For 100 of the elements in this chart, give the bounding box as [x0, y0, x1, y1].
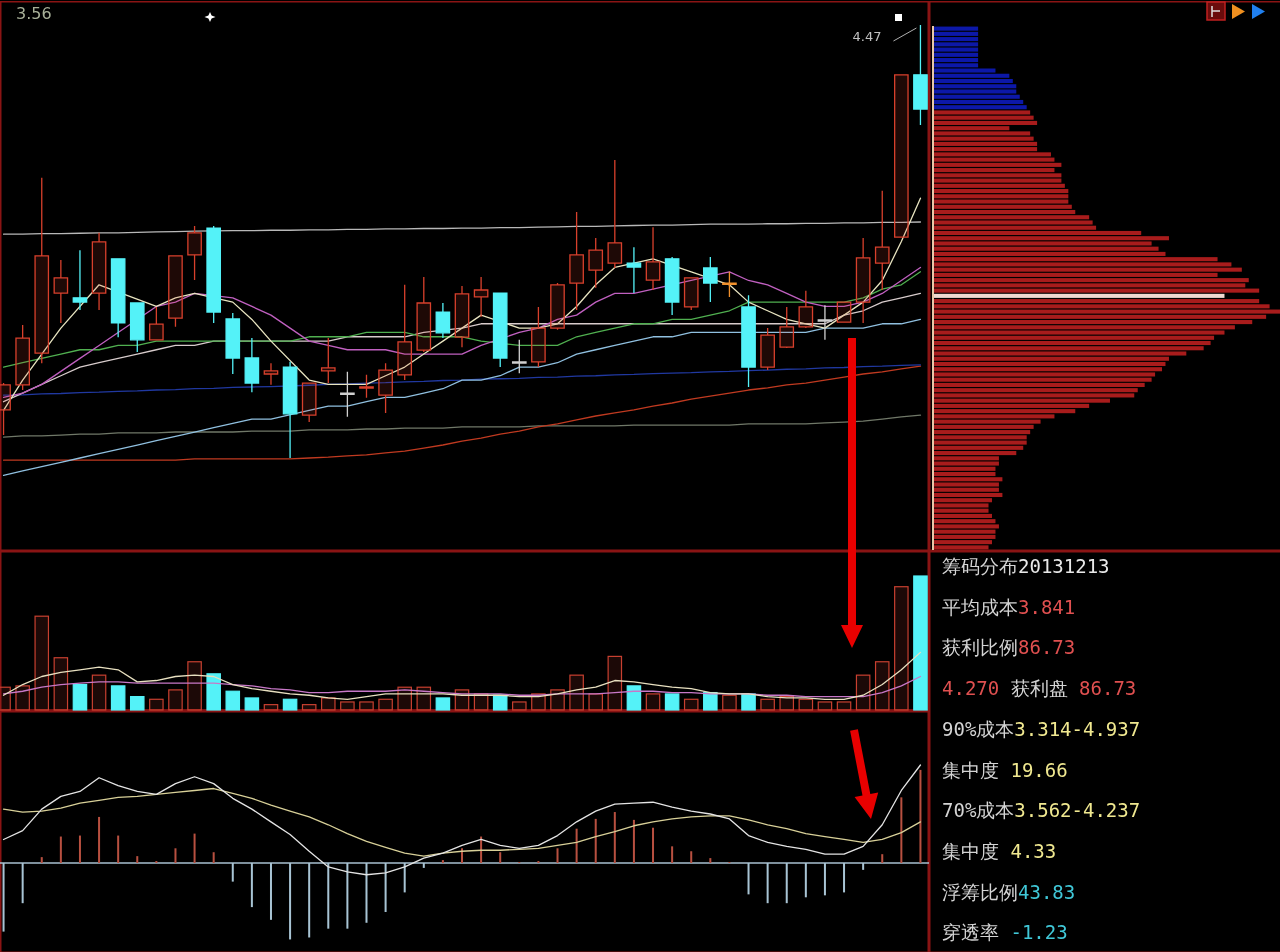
bar — [512, 701, 527, 711]
bar — [760, 698, 775, 711]
text: 90%成本3.314-4.937 — [942, 717, 1141, 740]
bar — [613, 812, 616, 863]
bar — [855, 674, 871, 711]
candlestick — [72, 249, 88, 311]
bar — [78, 835, 81, 863]
candlestick — [531, 306, 546, 368]
bar — [913, 575, 928, 711]
bar — [933, 288, 1260, 293]
bar — [575, 828, 578, 863]
bar — [645, 693, 661, 711]
bar — [817, 701, 833, 711]
candlestick — [702, 256, 718, 303]
candlestick — [397, 284, 413, 381]
bar — [263, 704, 279, 711]
bar — [919, 769, 922, 863]
bar — [933, 78, 1013, 84]
bar — [671, 846, 674, 863]
candlestick — [569, 211, 584, 311]
bar — [492, 694, 508, 711]
bar — [690, 851, 693, 863]
text: 获利比例86.73 — [942, 636, 1076, 659]
bar — [722, 694, 737, 711]
candlestick — [722, 271, 737, 298]
bar — [441, 860, 444, 863]
bar — [881, 854, 884, 863]
candlestick — [435, 302, 451, 339]
candlestick — [149, 306, 164, 341]
candlestick — [301, 382, 317, 423]
bar — [174, 848, 177, 863]
candlestick — [473, 276, 489, 318]
text: 集中度 4.33 — [942, 839, 1057, 862]
candlestick — [168, 255, 183, 328]
candlestick — [760, 327, 775, 371]
bar — [933, 293, 1225, 298]
bar — [321, 697, 336, 711]
candlestick — [454, 285, 470, 348]
candlestick — [741, 294, 756, 388]
text: 3.56 — [16, 4, 52, 23]
annotation: 4.47 — [852, 29, 882, 44]
candlestick — [378, 362, 393, 414]
bar — [244, 697, 260, 711]
bar — [569, 674, 584, 711]
text: 集中度 19.66 — [942, 758, 1068, 781]
candlestick — [320, 337, 336, 384]
candlestick — [779, 306, 795, 349]
candlestick — [683, 277, 699, 311]
candlestick — [225, 312, 241, 375]
bar — [741, 693, 756, 711]
candlestick — [110, 258, 126, 338]
bar — [594, 818, 597, 863]
bar — [193, 833, 196, 863]
candlestick — [244, 337, 260, 393]
bar — [136, 856, 139, 863]
candlestick — [15, 324, 30, 391]
bar — [225, 690, 241, 711]
candlestick — [511, 339, 527, 374]
bar — [933, 340, 1211, 346]
candlestick — [855, 237, 871, 324]
bar — [212, 852, 215, 863]
bar — [187, 661, 202, 711]
text: 浮筹比例43.83 — [942, 880, 1076, 903]
bar — [933, 99, 1024, 105]
candlestick — [492, 292, 508, 368]
candlestick — [874, 190, 890, 291]
candlestick — [588, 237, 604, 289]
bar — [556, 848, 559, 863]
candlestick — [798, 290, 814, 329]
text: 平均成本3.841 — [942, 595, 1076, 618]
bar — [652, 827, 655, 863]
bar — [664, 693, 680, 711]
bar — [874, 661, 890, 711]
candlestick — [664, 256, 680, 316]
bar — [98, 816, 101, 863]
candlestick — [263, 362, 279, 386]
bar — [359, 701, 374, 711]
candlestick — [817, 304, 833, 341]
bar — [626, 685, 642, 711]
candlestick — [607, 159, 623, 269]
candlestick — [645, 226, 661, 291]
bar — [59, 836, 62, 863]
bar — [709, 858, 712, 863]
candlestick — [913, 24, 928, 126]
bar — [435, 697, 451, 711]
bar — [15, 685, 30, 711]
bar — [72, 683, 88, 711]
candlestick — [550, 282, 565, 331]
candlestick — [206, 225, 222, 324]
candlestick — [129, 302, 145, 353]
bar — [632, 819, 635, 863]
bar — [117, 835, 120, 863]
candlestick — [626, 246, 642, 294]
bar — [798, 698, 814, 711]
text: 筹码分布20131213 — [942, 555, 1110, 577]
text: 70%成本3.562-4.237 — [942, 799, 1141, 822]
bar — [894, 586, 909, 711]
candlestick — [282, 361, 298, 459]
candlestick — [894, 74, 909, 238]
bar — [282, 698, 298, 711]
